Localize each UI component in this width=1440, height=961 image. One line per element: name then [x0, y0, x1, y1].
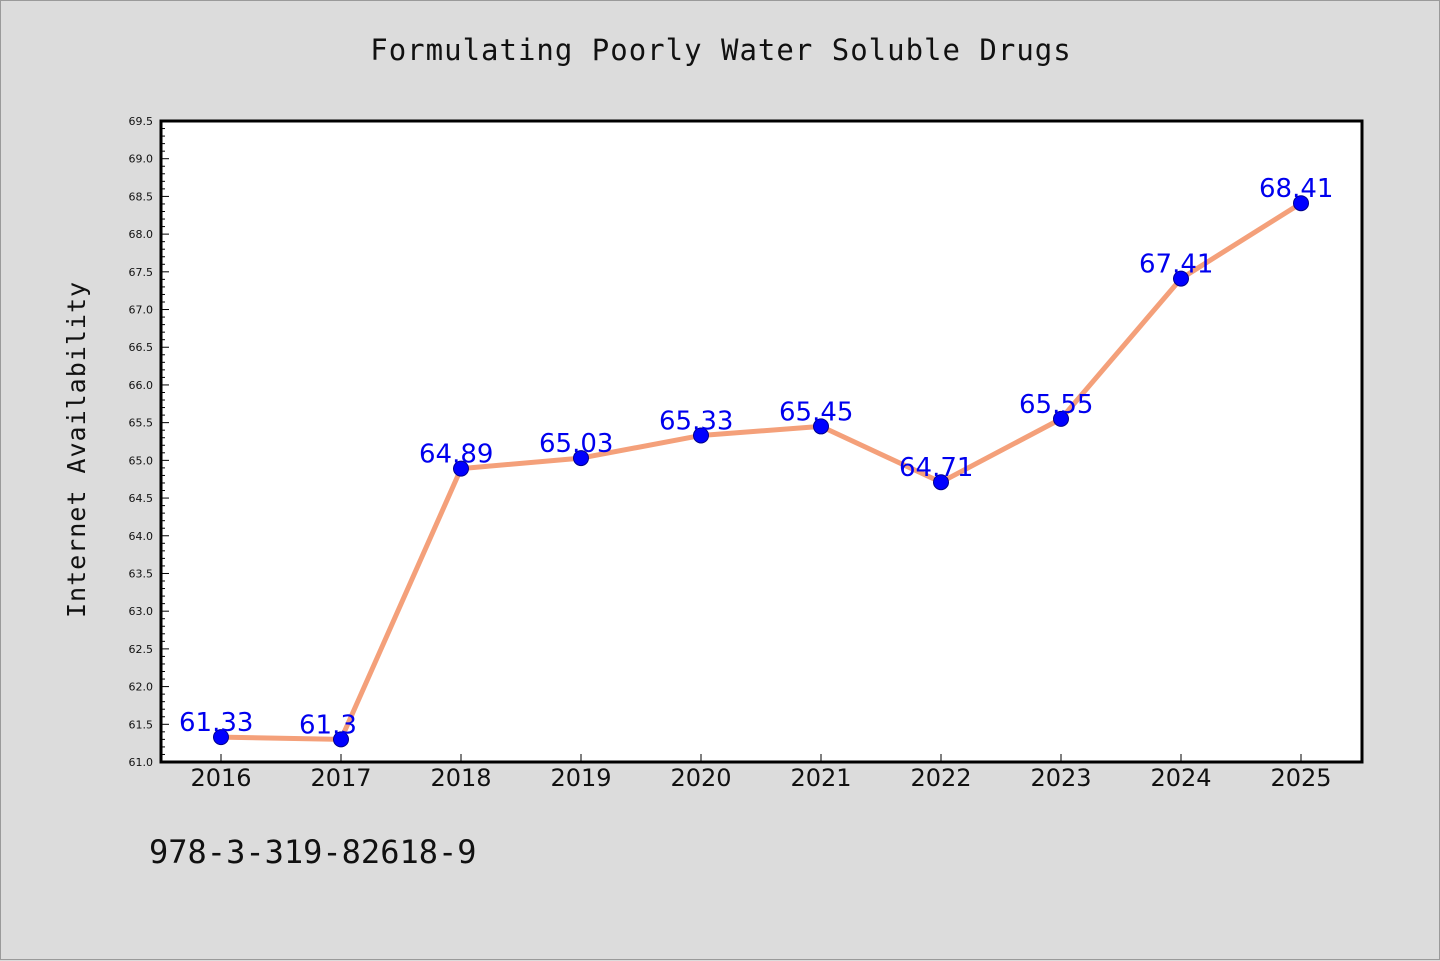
data-label: 67.41	[1139, 250, 1213, 280]
data-label: 64.71	[899, 453, 973, 483]
data-label: 64.89	[419, 440, 493, 470]
data-label: 61.3	[299, 710, 357, 740]
y-axis-title: Internet Availability	[62, 281, 91, 618]
data-point	[933, 474, 949, 491]
data-point	[1173, 270, 1189, 287]
x-axis: 2016 2017 2018 2019 2020 2021 2022 2023 2024 2025	[190, 754, 1332, 792]
y-tick-label: 69.0	[129, 153, 154, 166]
data-point	[453, 460, 469, 477]
data-point	[1293, 195, 1309, 212]
y-tick-label: 69.5	[129, 115, 154, 128]
x-tick-label: 2024	[1150, 764, 1211, 792]
x-tick-label: 2017	[310, 764, 371, 792]
y-tick-label: 64.5	[129, 492, 154, 505]
y-tick-label: 66.0	[129, 379, 154, 392]
x-tick-label: 2021	[790, 764, 851, 792]
x-tick-label: 2025	[1270, 764, 1331, 792]
x-tick-label: 2018	[430, 764, 491, 792]
y-tick-label: 65.0	[129, 454, 154, 467]
isbn-footnote: 978-3-319-82618-9	[149, 833, 477, 871]
x-tick-label: 2016	[190, 764, 251, 792]
data-label: 61.33	[179, 708, 253, 738]
y-tick-label: 62.0	[129, 681, 154, 694]
plot-area	[159, 119, 1364, 764]
y-tick-label: 61.0	[129, 756, 154, 769]
series-line	[218, 200, 1304, 742]
data-label: 65.45	[779, 397, 853, 427]
y-tick-label: 64.0	[129, 530, 154, 543]
y-tick-label: 67.5	[129, 266, 154, 279]
chart-title: Formulating Poorly Water Soluble Drugs	[370, 33, 1072, 67]
data-point	[213, 729, 229, 746]
y-axis: 61.0 61.5 62.0 62.5 63.0 63.5 64.0 64.5 65.0 65.5…	[129, 115, 169, 769]
x-tick-label: 2023	[1030, 764, 1091, 792]
data-label: 65.55	[1019, 390, 1093, 420]
data-point	[573, 450, 589, 467]
data-label: 65.03	[539, 429, 613, 459]
y-tick-label: 67.0	[129, 304, 154, 317]
y-tick-label: 66.5	[129, 341, 154, 354]
data-point	[693, 427, 709, 444]
y-tick-label: 68.5	[129, 190, 154, 203]
data-point	[1053, 410, 1069, 427]
y-tick-label: 63.0	[129, 605, 154, 618]
y-tick-label: 68.0	[129, 228, 154, 241]
x-tick-label: 2019	[550, 764, 611, 792]
y-tick-label: 63.5	[129, 567, 154, 580]
x-tick-label: 2020	[670, 764, 731, 792]
series-layer	[213, 195, 1309, 748]
y-tick-label: 61.5	[129, 718, 154, 731]
data-label: 65.33	[659, 406, 733, 436]
data-labels-layer: 61.33 61.3 64.89 65.03 65.33 65.45 64.71 65.55 6…	[179, 174, 1333, 740]
x-tick-label: 2022	[910, 764, 971, 792]
y-tick-label: 65.5	[129, 417, 154, 430]
data-point	[333, 731, 349, 748]
data-point	[813, 418, 829, 435]
y-tick-label: 62.5	[129, 643, 154, 656]
data-label: 68.41	[1259, 174, 1333, 204]
